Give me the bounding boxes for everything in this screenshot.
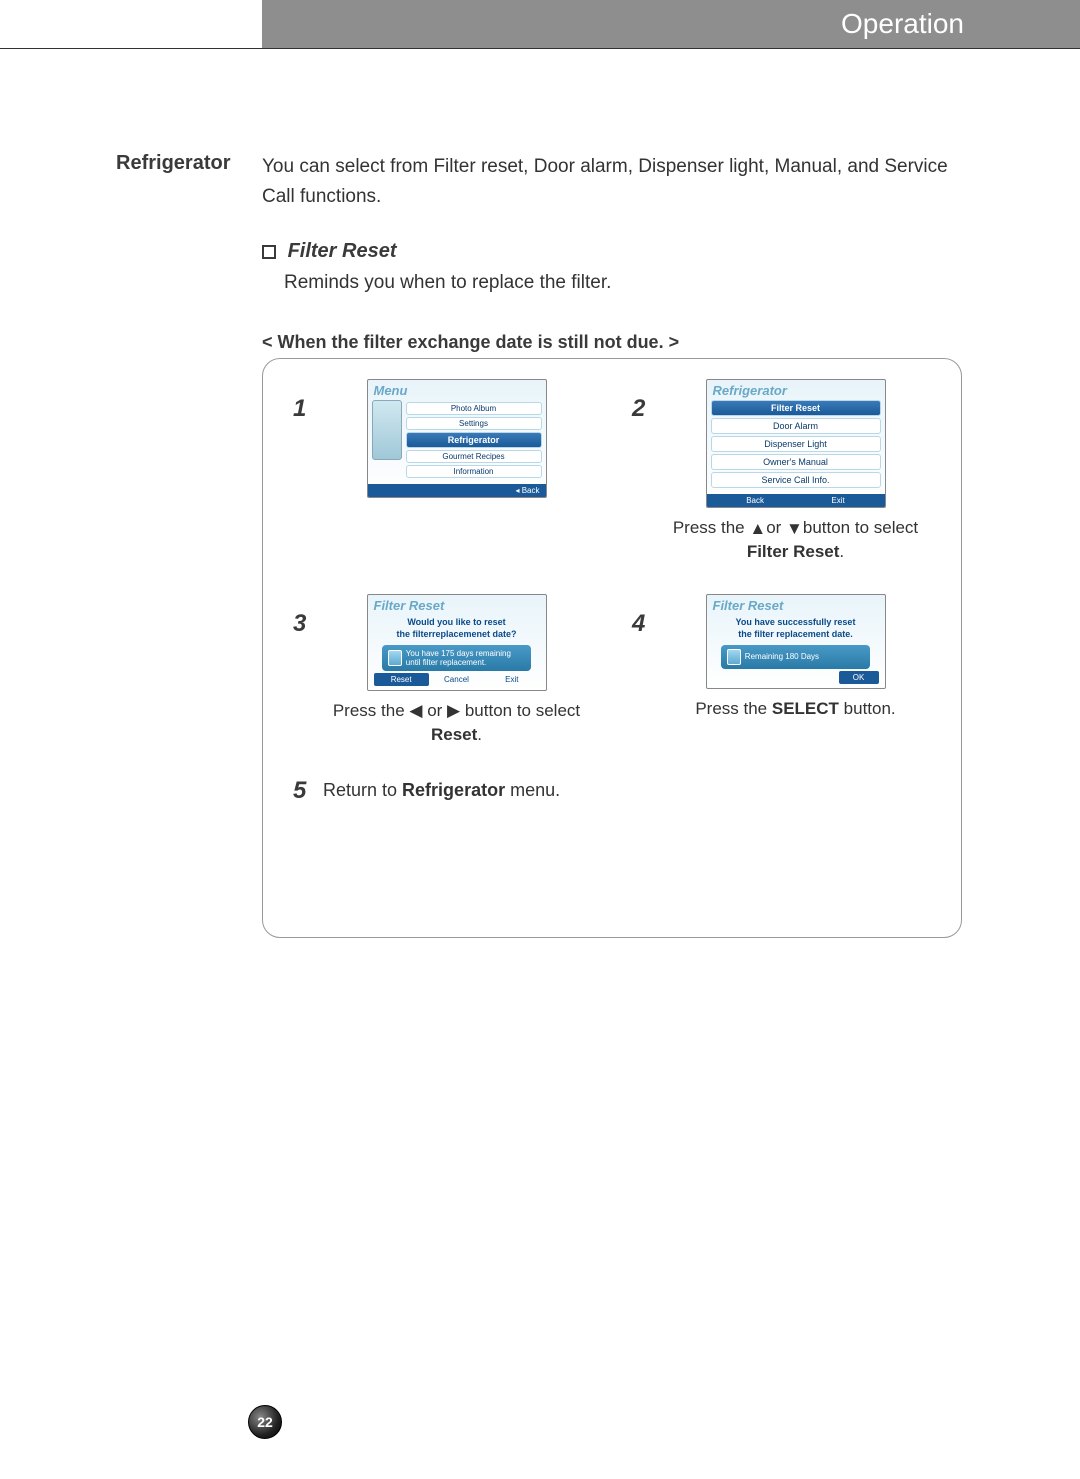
section-title-text: Filter Reset xyxy=(288,240,397,262)
banner-text: Remaining 180 Days xyxy=(745,652,819,661)
screen-body: Would you like to reset the filterreplac… xyxy=(368,613,546,689)
chapter-header: Operation xyxy=(262,0,1080,48)
screen-menu: Menu Photo Album Settings Refrigerator G… xyxy=(367,379,547,498)
step-content: Menu Photo Album Settings Refrigerator G… xyxy=(321,379,592,506)
filter-icon xyxy=(388,650,402,666)
menu-item: Dispenser Light xyxy=(711,436,881,452)
screen-footer: Back Exit xyxy=(707,494,885,507)
menu-item: Owner's Manual xyxy=(711,454,881,470)
menu-item-selected: Filter Reset xyxy=(711,400,881,416)
divider xyxy=(0,48,1080,49)
sidebar-label: Refrigerator xyxy=(116,152,230,175)
banner-text: You have 175 days remaining until filter… xyxy=(406,649,511,667)
screen-header: Filter Reset xyxy=(707,595,885,613)
step-5-text: Return to Refrigerator menu. xyxy=(323,780,560,801)
screen-refrigerator: Refrigerator Filter Reset Door Alarm Dis… xyxy=(706,379,886,508)
screen-header: Filter Reset xyxy=(368,595,546,613)
screen-filter-reset-confirm: Filter Reset Would you like to reset the… xyxy=(367,594,547,690)
step-5: 5 Return to Refrigerator menu. xyxy=(293,777,931,805)
bullet-icon xyxy=(262,245,276,259)
step-4: 4 Filter Reset You have successfully res… xyxy=(632,594,931,720)
screen-footer: OK xyxy=(713,671,879,684)
refrigerator-icon xyxy=(372,400,402,460)
step-content: Filter Reset Would you like to reset the… xyxy=(321,594,592,747)
step-content: Filter Reset You have successfully reset… xyxy=(660,594,931,720)
menu-item-selected: Refrigerator xyxy=(406,432,542,448)
steps-row-1: 1 Menu Photo Album Settings Refrigerator… xyxy=(293,379,931,564)
menu-item: Service Call Info. xyxy=(711,472,881,488)
triangle-right-icon: ▶ xyxy=(447,699,460,723)
confirm-text: Would you like to reset the filterreplac… xyxy=(396,617,516,640)
triangle-left-icon: ◀ xyxy=(409,699,422,723)
screen-body: Photo Album Settings Refrigerator Gourme… xyxy=(368,398,546,484)
step-1: 1 Menu Photo Album Settings Refrigerator… xyxy=(293,379,592,506)
days-remaining-banner: You have 175 days remaining until filter… xyxy=(382,645,531,671)
section-title: Filter Reset xyxy=(262,240,397,263)
step-3: 3 Filter Reset Would you like to reset t… xyxy=(293,594,592,747)
filter-icon xyxy=(727,649,741,665)
steps-row-2: 3 Filter Reset Would you like to reset t… xyxy=(293,594,931,747)
step-number: 4 xyxy=(632,594,652,638)
ok-button: OK xyxy=(839,671,879,684)
screen-body: You have successfully reset the filter r… xyxy=(707,613,885,687)
step-caption: Press the SELECT button. xyxy=(695,697,895,721)
triangle-down-icon: ▼ xyxy=(786,517,803,541)
footer-back: Back xyxy=(746,496,764,505)
screen-header: Menu xyxy=(368,380,546,398)
step-caption: Press the ◀ or ▶ button to select Reset. xyxy=(321,699,592,747)
step-2: 2 Refrigerator Filter Reset Door Alarm D… xyxy=(632,379,931,564)
success-text: You have successfully reset the filter r… xyxy=(736,617,856,640)
cancel-button: Cancel xyxy=(429,673,484,686)
intro-text: You can select from Filter reset, Door a… xyxy=(262,152,964,213)
reset-button: Reset xyxy=(374,673,429,686)
page-number: 22 xyxy=(248,1405,282,1439)
step-number: 1 xyxy=(293,379,313,423)
menu-item: Gourmet Recipes xyxy=(406,450,542,463)
footer-exit: Exit xyxy=(831,496,844,505)
menu-list: Filter Reset Door Alarm Dispenser Light … xyxy=(707,400,885,494)
step-content: Refrigerator Filter Reset Door Alarm Dis… xyxy=(660,379,931,564)
step-number: 3 xyxy=(293,594,313,638)
step-caption: Press the ▲or ▼button to select Filter R… xyxy=(660,516,931,564)
section-description: Reminds you when to replace the filter. xyxy=(284,272,611,294)
menu-item: Photo Album xyxy=(406,402,542,415)
steps-container: 1 Menu Photo Album Settings Refrigerator… xyxy=(262,358,962,938)
menu-item: Settings xyxy=(406,417,542,430)
screen-filter-reset-done: Filter Reset You have successfully reset… xyxy=(706,594,886,688)
triangle-up-icon: ▲ xyxy=(749,517,766,541)
screen-header: Refrigerator xyxy=(707,380,885,398)
menu-list: Photo Album Settings Refrigerator Gourme… xyxy=(406,400,542,480)
menu-item: Door Alarm xyxy=(711,418,881,434)
screen-footer: Reset Cancel Exit xyxy=(374,673,540,686)
step-number: 2 xyxy=(632,379,652,423)
condition-label: < When the filter exchange date is still… xyxy=(262,332,679,353)
exit-button: Exit xyxy=(484,673,539,686)
chapter-title: Operation xyxy=(841,8,964,40)
screen-footer: ◂ Back xyxy=(368,484,546,497)
step-number: 5 xyxy=(293,777,313,805)
days-remaining-banner: Remaining 180 Days xyxy=(721,645,870,669)
menu-item: Information xyxy=(406,465,542,478)
